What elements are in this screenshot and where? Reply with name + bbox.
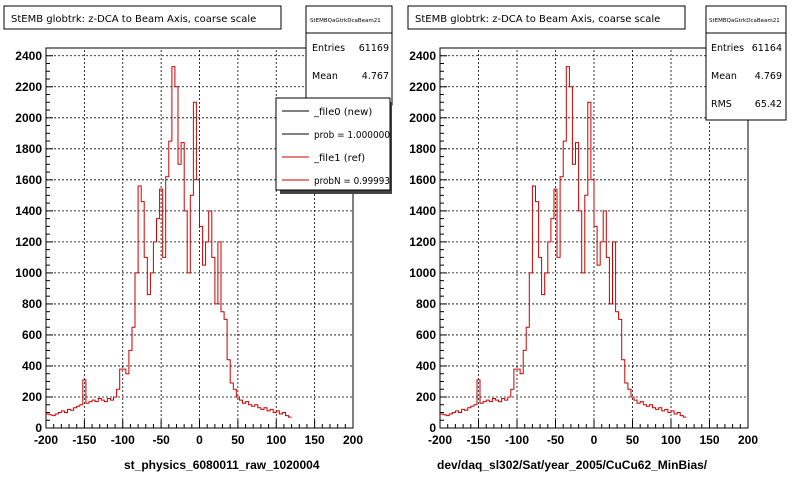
y-tick-label: 2000 [409,111,436,125]
histogram-series-ref [46,66,292,418]
y-tick-label: 1000 [409,266,436,280]
stats-entries-label: Entries [312,43,345,54]
title-box [407,5,686,30]
x-axis-label: dev/daq_sl302/Sat/year_2005/CuCu62_MinBi… [437,458,708,472]
x-tick-label: -50 [547,433,565,447]
y-tick-label: 2400 [15,49,42,63]
y-tick-label: 800 [22,297,42,311]
y-tick-label: 400 [416,359,436,373]
x-tick-label: 150 [699,433,719,447]
x-tick-label: -200 [34,433,58,447]
y-tick-label: 2200 [15,80,42,94]
histogram-title: StEMB globtrk: z-DCA to Beam Axis, coars… [11,14,256,25]
y-tick-label: 600 [22,328,42,342]
x-axis-label: st_physics_6080011_raw_1020004 [124,458,320,472]
stats-box: StEMBQaGtrkDcaBeam21 Entries 61169 Mean … [305,5,393,106]
x-tick-label: 150 [305,433,325,447]
stats-histogram-name: StEMBQaGtrkDcaBeam21 [709,18,780,24]
x-tick-label: 0 [591,433,598,447]
histogram-series [440,66,687,418]
x-tick-label: 100 [661,433,681,447]
stats-rms-label: RMS [711,99,732,110]
x-tick-label: 0 [196,433,203,447]
stats-mean-label: Mean [312,71,338,82]
y-tick-label: 2400 [409,49,436,63]
stats-entries-value: 61169 [359,43,389,54]
y-axis-ticks: 0 200 400 600 800 1000 1200 1400 1600 1800 2000 220… [15,49,53,435]
x-tick-label: 100 [266,433,286,447]
y-tick-label: 0 [35,421,42,435]
title-box [3,5,282,30]
histogram-panel-left: StEMB globtrk: z-DCA to Beam Axis, coars… [3,5,393,472]
y-tick-label: 1400 [409,204,436,218]
x-tick-label: 50 [231,433,245,447]
histogram-panel-right: StEMB globtrk: z-DCA to Beam Axis, coars… [407,5,787,472]
y-tick-label: 200 [22,390,42,404]
stats-rms-value: 65.42 [755,99,782,110]
y-tick-label: 600 [416,328,436,342]
legend-label-prob: prob = 1.000000 [314,130,390,141]
x-tick-label: 200 [738,433,758,447]
y-tick-label: 1800 [15,142,42,156]
y-axis-ticks: 0 200 400 600 800 1000 1200 1400 1600 1800 2000 220… [409,49,447,435]
x-tick-label: 200 [343,433,363,447]
x-tick-label: -150 [72,433,96,447]
y-tick-label: 0 [429,421,436,435]
y-tick-label: 1600 [409,173,436,187]
x-tick-label: -50 [152,433,170,447]
stats-mean-label: Mean [711,71,737,82]
x-axis-ticks: -200 -150 -100 -50 0 50 100 150 200 [428,420,758,447]
histogram-title: StEMB globtrk: z-DCA to Beam Axis, coars… [415,14,660,25]
x-tick-label: -150 [466,433,490,447]
stats-entries-value: 61164 [752,43,782,54]
legend-label-file0: _file0 (new) [313,107,372,118]
y-tick-label: 2000 [15,111,42,125]
y-tick-label: 1800 [409,142,436,156]
stats-mean-value: 4.769 [755,71,782,82]
x-tick-label: 50 [626,433,640,447]
legend-label-file1: _file1 (ref) [313,153,365,164]
y-tick-label: 1400 [15,204,42,218]
y-tick-label: 1200 [15,235,42,249]
y-tick-label: 2200 [409,80,436,94]
y-tick-label: 1200 [409,235,436,249]
legend-label-probN: probN = 0.99993 [314,176,390,187]
y-tick-label: 400 [22,359,42,373]
x-axis-ticks: -200 -150 -100 -50 0 50 100 150 200 [34,420,363,447]
y-tick-label: 1600 [15,173,42,187]
stats-mean-value: 4.767 [362,71,389,82]
legend: _file0 (new) prob = 1.000000 _file1 (ref… [275,97,392,194]
x-tick-label: -200 [428,433,452,447]
stats-histogram-name: StEMBQaGtrkDcaBeam21 [310,18,381,24]
x-tick-label: -100 [505,433,529,447]
stats-box: StEMBQaGtrkDcaBeam21 Entries 61164 Mean … [705,5,787,121]
y-tick-label: 800 [416,297,436,311]
stats-entries-label: Entries [711,43,744,54]
x-tick-label: -100 [111,433,135,447]
y-tick-label: 200 [416,390,436,404]
y-tick-label: 1000 [15,266,42,280]
